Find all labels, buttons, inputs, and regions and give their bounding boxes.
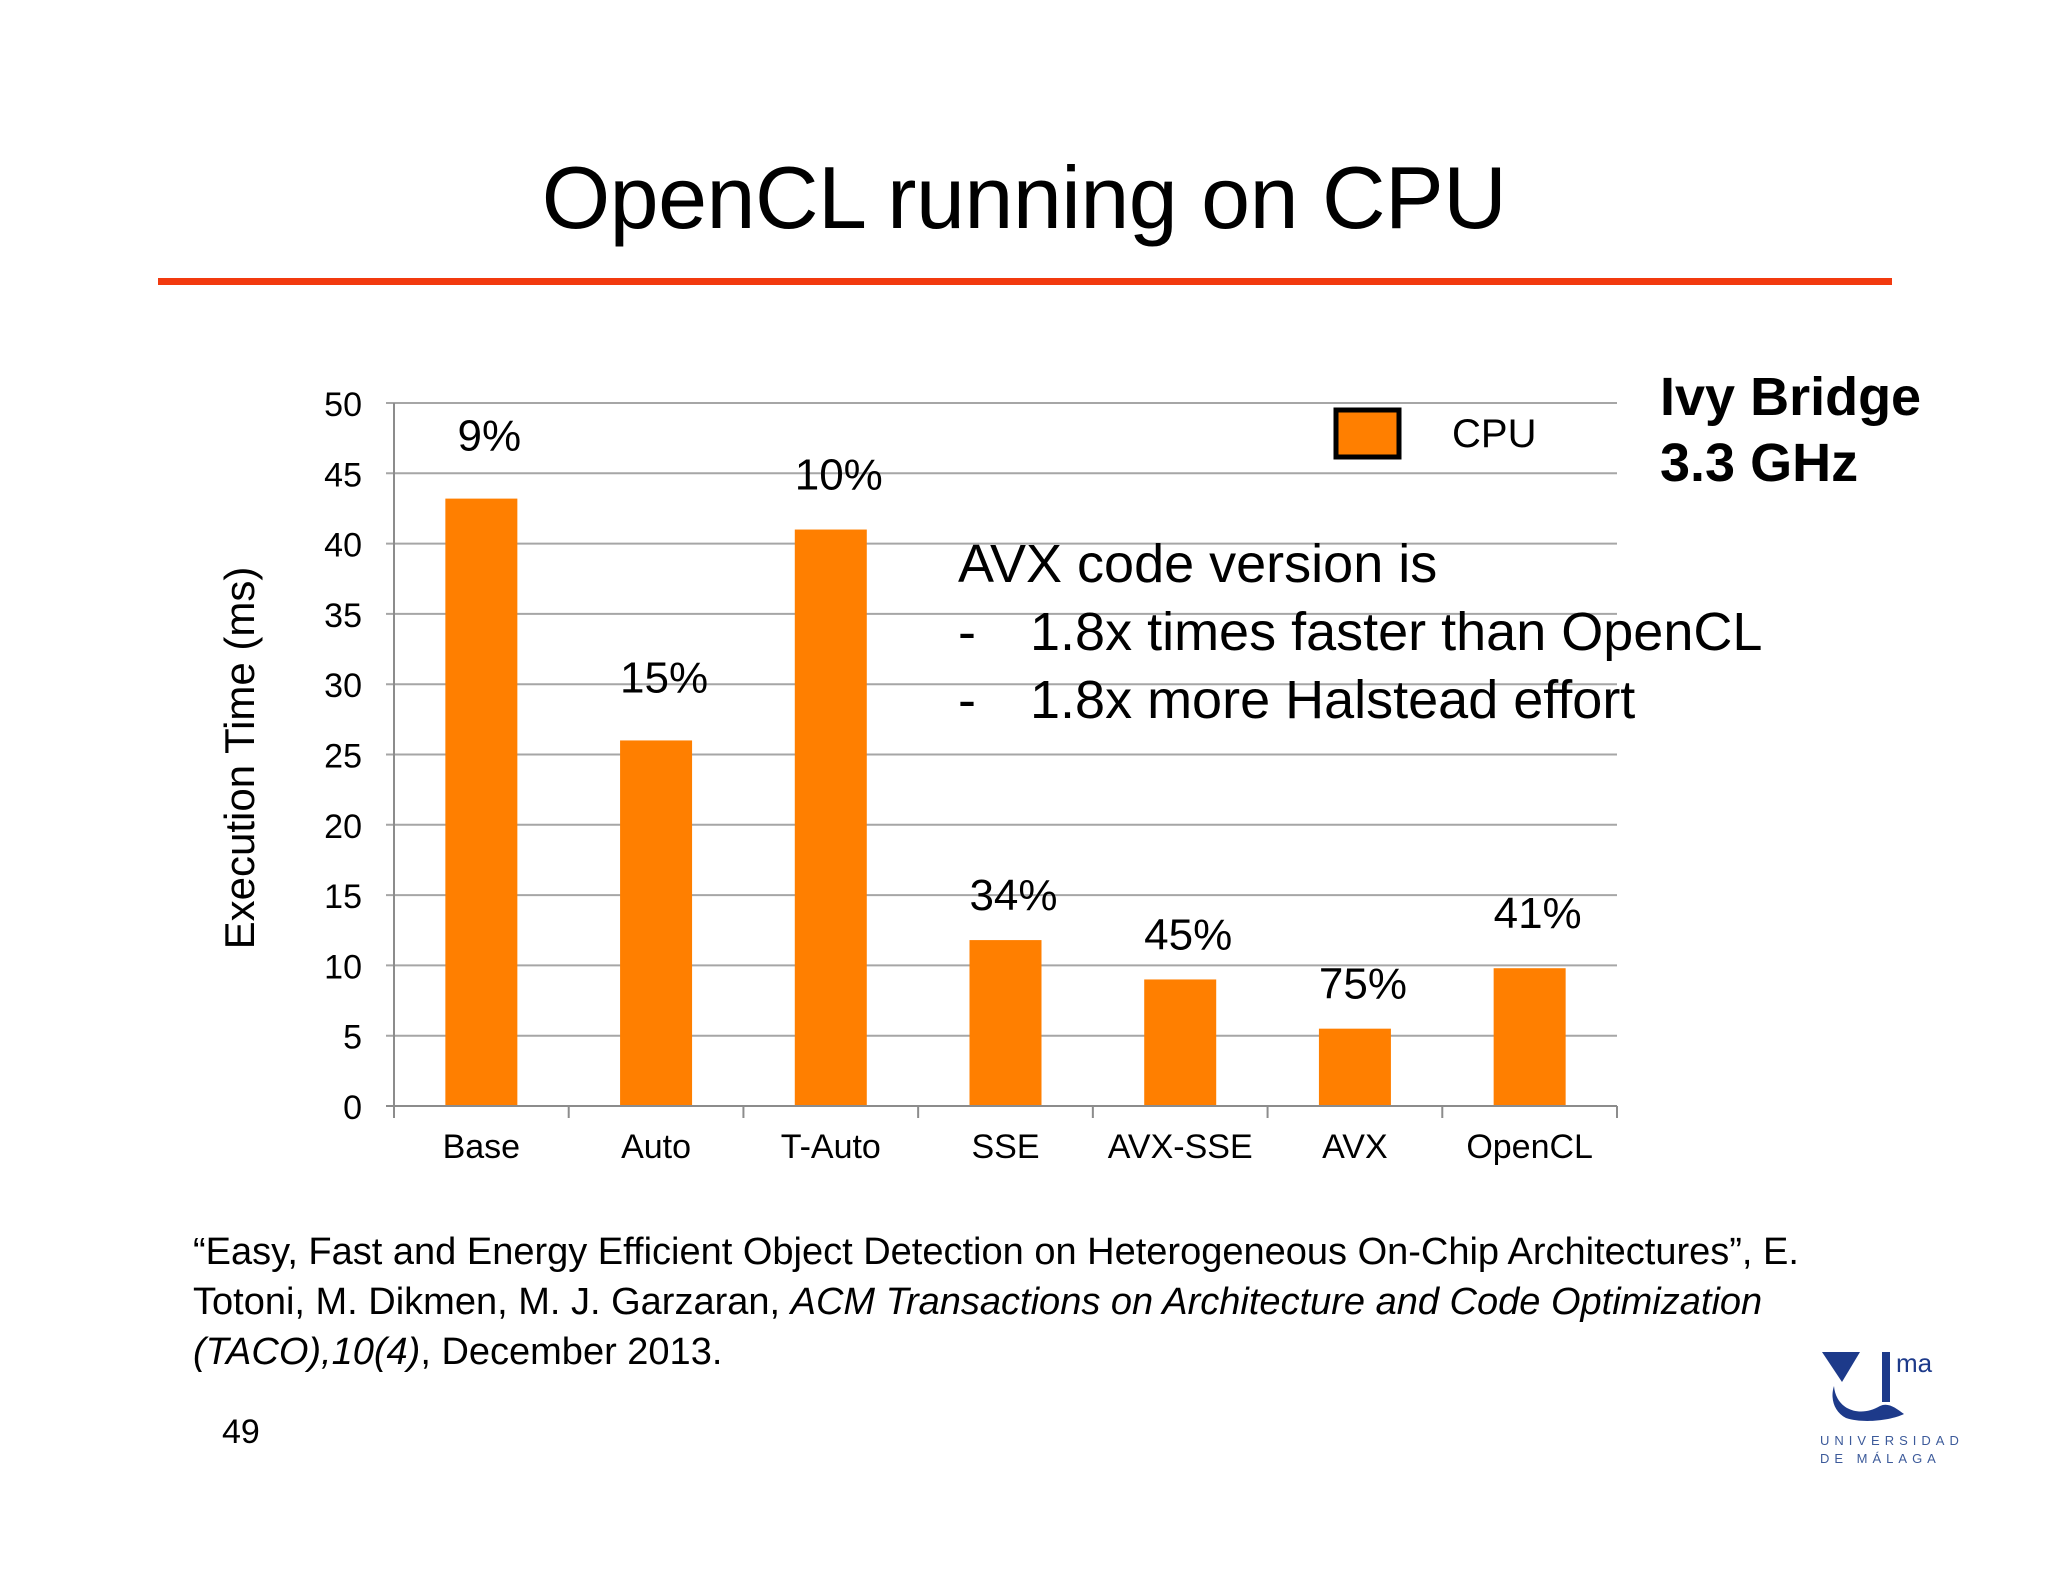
bar-value-label: 41%: [1494, 889, 1582, 938]
y-axis-title: Execution Time (ms): [216, 567, 263, 950]
bar-value-label: 15%: [620, 653, 708, 702]
avx-note-heading: AVX code version is: [958, 534, 1438, 594]
bar: [969, 940, 1042, 1106]
y-tick-label: 30: [324, 667, 362, 705]
y-tick-label: 10: [324, 948, 362, 986]
x-tick-label: T-Auto: [781, 1128, 881, 1166]
bar-value-label: 9%: [458, 412, 522, 461]
logo-line-2: DE MÁLAGA: [1820, 1451, 1941, 1466]
bar: [1493, 968, 1566, 1106]
y-tick-label: 50: [324, 386, 362, 424]
y-tick-label: 0: [343, 1089, 362, 1127]
bar: [1144, 979, 1217, 1106]
y-tick-label: 20: [324, 808, 362, 846]
processor-note: Ivy Bridge 3.3 GHz: [1660, 364, 1921, 496]
bullet-text: 1.8x more Halstead effort: [1030, 670, 1636, 730]
x-tick-label: OpenCL: [1466, 1128, 1593, 1166]
grid-layer: [386, 402, 1617, 1037]
logo-line-1: UNIVERSIDAD: [1820, 1433, 1964, 1448]
x-tick-label: Auto: [621, 1128, 691, 1166]
bar: [794, 529, 867, 1106]
bar: [445, 498, 518, 1106]
processor-frequency: 3.3 GHz: [1660, 433, 1859, 493]
processor-name: Ivy Bridge: [1660, 367, 1922, 427]
x-tick-label: AVX-SSE: [1108, 1128, 1253, 1166]
x-tick-label: SSE: [971, 1128, 1039, 1166]
citation: “Easy, Fast and Energy Efficient Object …: [193, 1227, 1853, 1377]
university-logo: ma UNIVERSIDAD DE MÁLAGA: [1820, 1348, 1970, 1468]
axis-layer: [386, 403, 1618, 1118]
avx-note-bullet-2: -1.8x more Halstead effort: [958, 666, 1762, 734]
uma-logo-icon: ma: [1822, 1348, 1933, 1421]
title-rule: [158, 278, 1892, 285]
x-tick-label: AVX: [1322, 1128, 1388, 1166]
avx-note: AVX code version is -1.8x times faster t…: [958, 530, 1762, 734]
legend-label: CPU: [1452, 412, 1536, 456]
label-layer: 0 5 10 15 20 25 30 35 40 45 50 9% Base 15% Auto 10% T-Au…: [324, 386, 1593, 1166]
bullet-text: 1.8x times faster than OpenCL: [1030, 602, 1763, 662]
x-tick-label: Base: [443, 1128, 521, 1166]
bar: [1318, 1028, 1391, 1106]
page-number: 49: [222, 1413, 260, 1451]
legend-swatch: [1333, 407, 1402, 460]
legend: CPU: [1333, 407, 1536, 460]
bar-value-label: 10%: [795, 451, 883, 500]
y-tick-label: 40: [324, 527, 362, 565]
bullet-marker: -: [958, 602, 976, 662]
bar-value-label: 45%: [1144, 910, 1232, 959]
bar: [620, 740, 693, 1106]
y-tick-label: 5: [343, 1019, 362, 1057]
bar-layer: [445, 498, 1566, 1106]
y-tick-label: 25: [324, 738, 362, 776]
y-tick-label: 35: [324, 597, 362, 635]
bar-value-label: 34%: [969, 871, 1057, 920]
bullet-marker: -: [958, 670, 976, 730]
logo-mark: ma: [1896, 1348, 1933, 1378]
bar-value-label: 75%: [1319, 960, 1407, 1009]
citation-date: , December 2013.: [420, 1331, 723, 1373]
avx-note-bullet-1: -1.8x times faster than OpenCL: [958, 598, 1762, 666]
slide-title: OpenCL running on CPU: [541, 148, 1507, 247]
y-tick-label: 15: [324, 878, 362, 916]
citation-journal: ACM Transactions on Architecture and Cod…: [193, 1281, 1763, 1373]
citation-title: “Easy, Fast and Energy Efficient Object …: [193, 1231, 1799, 1323]
logo-text: UNIVERSIDAD DE MÁLAGA: [1820, 1432, 1970, 1468]
y-tick-label: 45: [324, 456, 362, 494]
